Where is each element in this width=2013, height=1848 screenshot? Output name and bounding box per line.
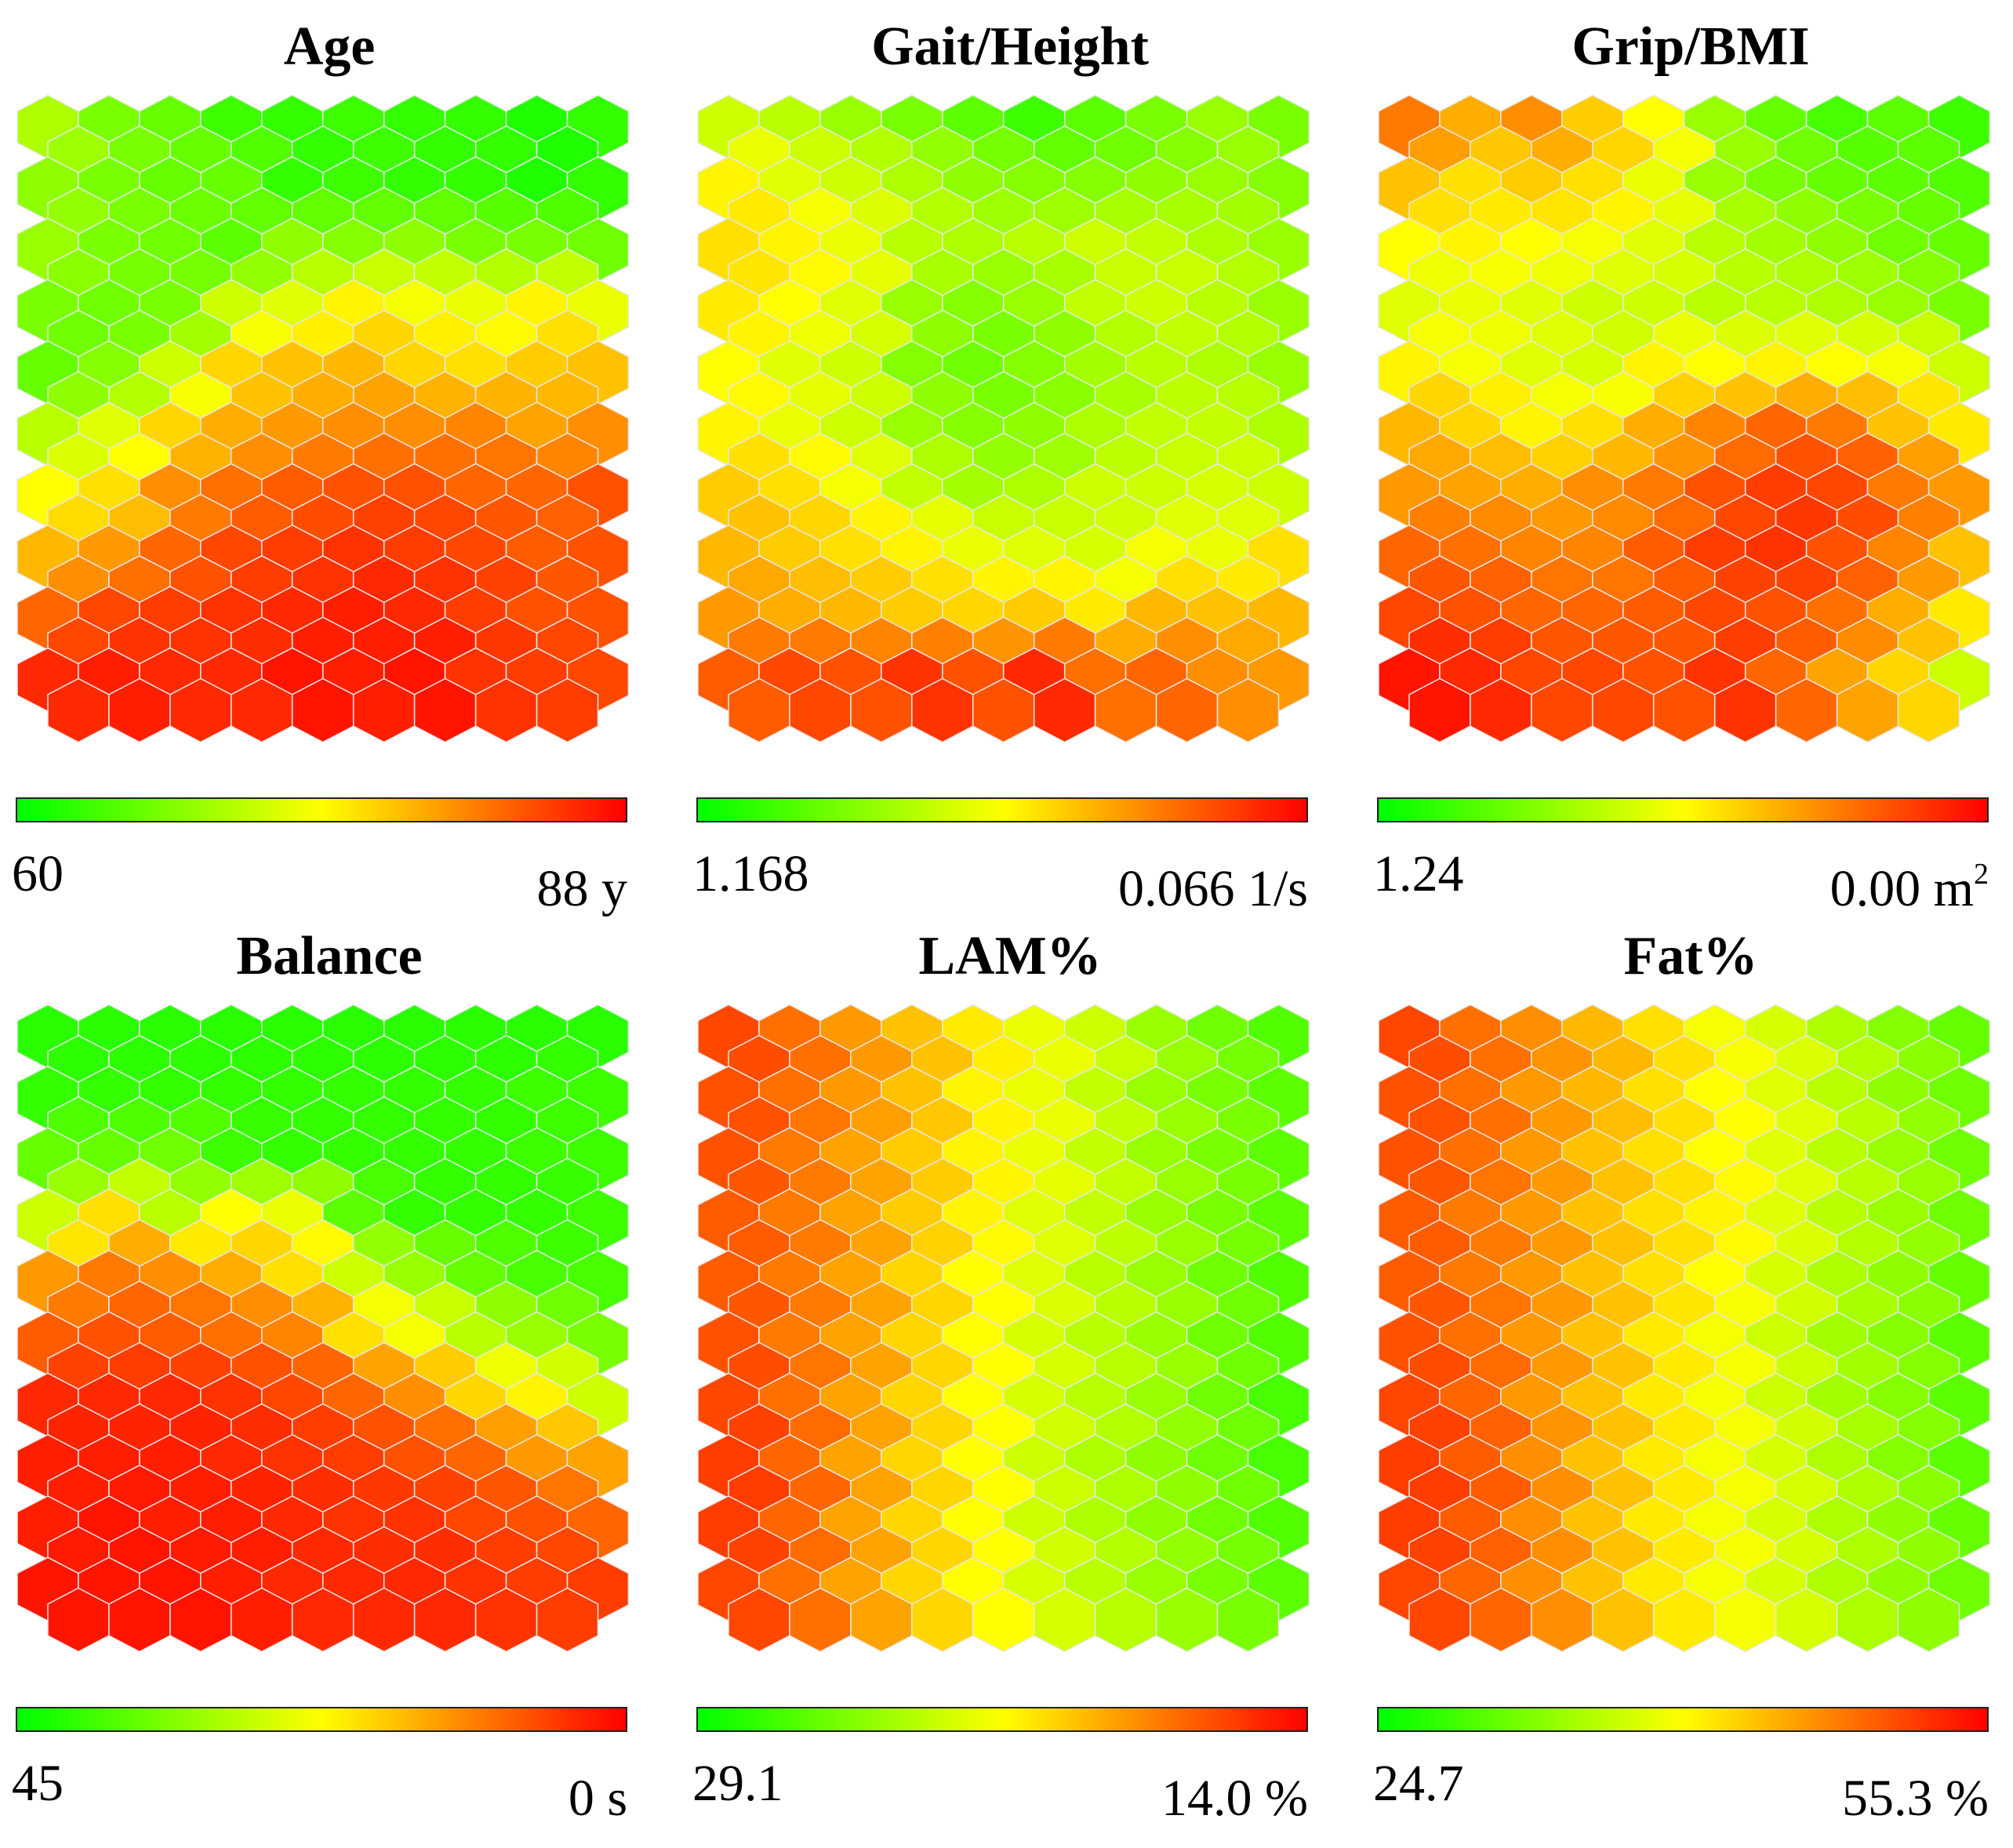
scale-max-label: 88 y bbox=[536, 860, 628, 917]
panel-title: Fat% bbox=[1623, 926, 1758, 986]
colorbar bbox=[696, 1707, 1308, 1732]
scale-max-label: 14.0 % bbox=[1161, 1770, 1308, 1827]
hex-cell bbox=[1897, 1587, 1960, 1653]
som-heatmap bbox=[16, 94, 630, 743]
panel-title: Balance bbox=[236, 926, 423, 986]
scale-min-label: 60 bbox=[12, 845, 64, 902]
scale-max-label: 55.3 % bbox=[1842, 1770, 1989, 1827]
som-heatmap bbox=[1378, 1004, 1991, 1653]
hex-cell bbox=[536, 1587, 599, 1653]
som-heatmap bbox=[1378, 94, 1991, 743]
panel-balance: Balance 45 0 s bbox=[12, 909, 643, 1827]
colorbar bbox=[1377, 797, 1989, 822]
hex-cell bbox=[1216, 677, 1280, 743]
scale-max-label: 0.00 m2 bbox=[1830, 858, 1989, 917]
panel-fat-percent: Fat% 24.7 55.3 % bbox=[1373, 909, 2004, 1827]
colorbar bbox=[16, 1707, 627, 1732]
scale-max-label: 0 s bbox=[568, 1770, 627, 1827]
panel-title: Gait/Height bbox=[871, 16, 1149, 77]
panel-age: Age 60 88 y bbox=[12, 0, 643, 917]
som-heatmap bbox=[697, 94, 1310, 743]
som-heatmap bbox=[697, 1004, 1310, 1653]
hex-cell bbox=[1216, 1587, 1280, 1653]
colorbar bbox=[16, 797, 627, 822]
hex-cell bbox=[536, 677, 599, 743]
panel-gait-height: Gait/Height 1.168 0.066 1/s bbox=[692, 0, 1324, 917]
panel-title: Grip/BMI bbox=[1572, 16, 1810, 77]
panel-grip-bmi: Grip/BMI 1.24 0.00 m2 bbox=[1373, 0, 2004, 917]
som-heatmap bbox=[16, 1004, 630, 1653]
scale-max-label: 0.066 1/s bbox=[1117, 860, 1308, 917]
panel-title: LAM% bbox=[918, 926, 1102, 986]
colorbar bbox=[1377, 1707, 1989, 1732]
panel-title: Age bbox=[283, 16, 376, 77]
scale-min-label: 45 bbox=[12, 1755, 64, 1812]
scale-min-label: 1.168 bbox=[692, 845, 809, 902]
hex-cell bbox=[1897, 677, 1960, 743]
scale-min-label: 24.7 bbox=[1373, 1755, 1464, 1812]
panel-lam-percent: LAM% 29.1 14.0 % bbox=[692, 909, 1324, 1827]
scale-min-label: 1.24 bbox=[1373, 845, 1464, 902]
colorbar bbox=[696, 797, 1308, 822]
scale-min-label: 29.1 bbox=[692, 1755, 783, 1812]
